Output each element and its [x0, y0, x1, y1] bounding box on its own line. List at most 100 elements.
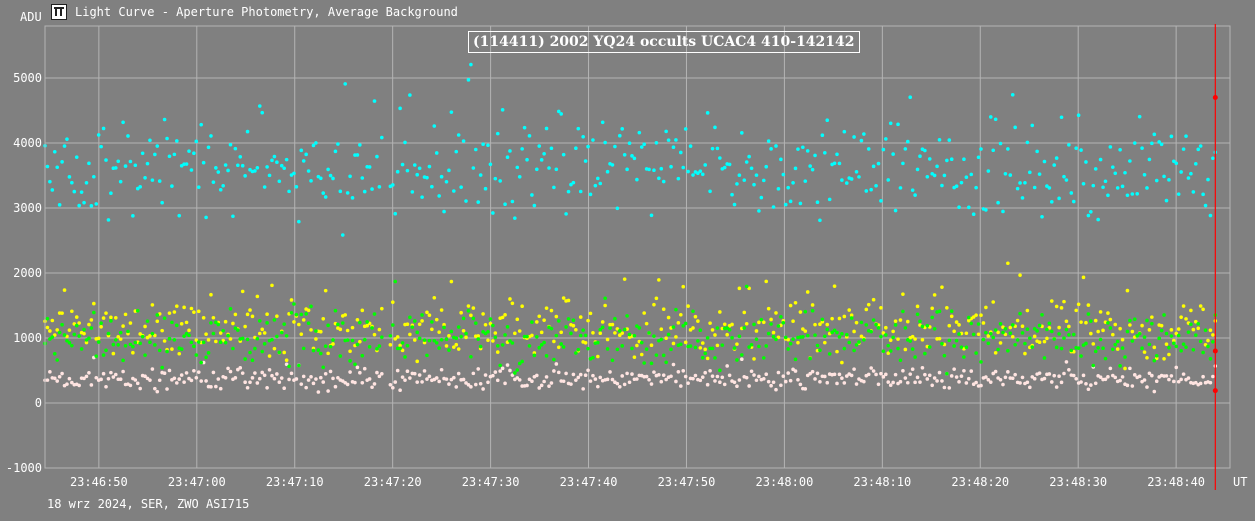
series-2-point	[596, 340, 600, 345]
series-3-point	[1020, 375, 1025, 380]
series-1-point	[255, 294, 260, 299]
series-3-point	[664, 377, 668, 382]
series-0-point	[1062, 174, 1066, 179]
series-2-point	[617, 329, 622, 333]
series-3-point	[783, 379, 788, 384]
series-2-point	[365, 320, 369, 324]
x-tick-label: 23:46:50	[70, 475, 128, 489]
series-2-point	[398, 346, 402, 351]
series-0-point	[603, 140, 607, 145]
series-0-point	[236, 163, 240, 168]
series-3-point	[157, 378, 162, 383]
series-2-point	[355, 342, 360, 347]
series-1-point	[1108, 317, 1113, 322]
series-1-point	[131, 350, 135, 355]
series-1-point	[170, 347, 174, 351]
series-3-point	[1003, 375, 1008, 380]
series-2-point	[669, 347, 673, 352]
series-0-point	[862, 132, 866, 136]
series-0-point	[849, 177, 854, 181]
series-1-point	[1045, 336, 1049, 341]
series-3-point	[854, 382, 859, 386]
series-3-point	[752, 373, 756, 377]
series-2-point	[578, 333, 583, 338]
series-2-point	[962, 355, 966, 359]
series-2-point	[415, 330, 420, 335]
series-3-point	[503, 381, 507, 386]
series-0-point	[537, 144, 542, 148]
series-0-point	[338, 189, 343, 194]
series-2-point	[92, 310, 96, 315]
series-2-point	[835, 330, 839, 335]
series-2-point	[808, 356, 812, 361]
series-2-point	[236, 328, 240, 332]
series-0-point	[427, 164, 432, 169]
series-2-point	[425, 353, 429, 358]
series-2-point	[437, 346, 441, 350]
series-1-point	[654, 296, 659, 301]
series-3-point	[1142, 378, 1147, 382]
series-3-point	[849, 373, 854, 378]
series-2-point	[1125, 329, 1130, 334]
series-2-point	[1035, 329, 1039, 333]
series-1-point	[810, 303, 815, 307]
series-0-point	[510, 199, 515, 204]
series-2-point	[214, 320, 218, 325]
series-2-point	[781, 320, 786, 325]
series-3-point	[874, 372, 878, 377]
series-0-point	[859, 138, 864, 143]
series-2-point	[659, 337, 664, 342]
series-0-point	[610, 163, 615, 167]
series-2-point	[1071, 332, 1076, 337]
series-3-point	[84, 374, 89, 379]
series-0-point	[622, 152, 627, 157]
series-0-point	[542, 151, 546, 156]
series-1-point	[420, 319, 424, 323]
series-1-point	[82, 331, 86, 336]
series-1-point	[292, 320, 296, 324]
series-1-point	[1006, 261, 1010, 266]
series-3-point	[57, 374, 62, 379]
series-3-point	[1103, 377, 1108, 382]
series-1-point	[598, 331, 603, 336]
series-3-point	[101, 371, 106, 376]
series-3-point	[893, 372, 898, 377]
series-2-point	[1140, 346, 1144, 351]
series-1-point	[947, 323, 952, 328]
series-3-point	[732, 380, 737, 385]
series-1-point	[348, 349, 352, 354]
series-1-point	[318, 329, 323, 334]
series-2-point	[1106, 321, 1110, 325]
series-0-point	[810, 167, 815, 172]
series-0-point	[691, 173, 695, 177]
series-1-point	[331, 342, 335, 346]
series-3-point	[962, 368, 966, 373]
series-2-point	[1086, 312, 1091, 316]
series-0-point	[314, 141, 318, 145]
series-1-point	[605, 337, 610, 342]
series-1-point	[432, 295, 437, 300]
series-3-point	[979, 383, 983, 388]
series-2-point	[537, 345, 542, 350]
series-3-point	[923, 372, 927, 377]
series-0-point	[113, 166, 118, 170]
series-1-point	[476, 334, 481, 338]
series-0-point	[605, 169, 610, 174]
series-2-point	[532, 353, 537, 358]
series-2-point	[957, 332, 961, 336]
series-0-point	[710, 146, 715, 151]
series-3-point	[693, 373, 698, 378]
series-0-point	[340, 233, 345, 237]
series-1-point	[1142, 350, 1147, 354]
series-3-point	[793, 369, 798, 373]
series-0-point	[840, 178, 844, 182]
series-1-point	[439, 308, 444, 312]
series-0-point	[913, 193, 917, 197]
series-0-point	[420, 195, 424, 199]
series-2-point	[754, 337, 759, 342]
series-3-point	[515, 376, 520, 380]
series-3-point	[270, 373, 274, 378]
series-3-point	[204, 379, 208, 383]
series-0-point	[649, 213, 654, 218]
